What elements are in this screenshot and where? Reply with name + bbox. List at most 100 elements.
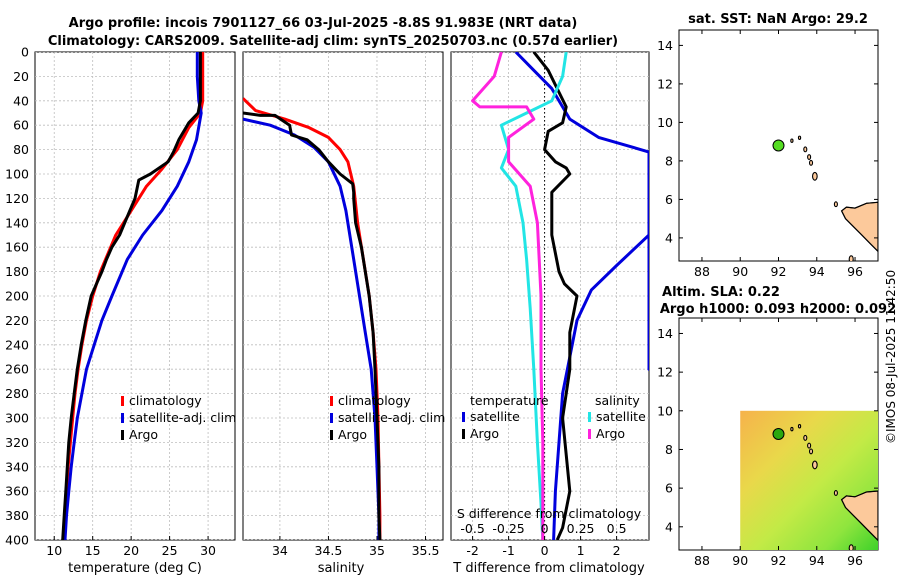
- depth-tick-label: 340: [5, 459, 29, 474]
- x-tick-label: 35: [369, 543, 385, 558]
- map-x-tick-label: 88: [694, 264, 710, 279]
- x-tick-label: 2: [613, 543, 621, 558]
- island: [803, 146, 808, 153]
- island: [808, 448, 814, 455]
- depth-tick-label: 380: [5, 508, 29, 523]
- depth-tick-label: 80: [13, 142, 29, 157]
- legend-climatology-swatch: [330, 396, 333, 406]
- depth-tick-label: 360: [5, 484, 29, 499]
- x-tick-label: -1: [502, 543, 514, 558]
- island: [790, 138, 794, 143]
- island: [797, 135, 802, 141]
- series-t-argo: [532, 52, 579, 540]
- depth-tick-label: 200: [5, 289, 29, 304]
- legend-t-argo-swatch: [462, 429, 465, 439]
- salinity-x-ticks: 34 34.5 35 35.5: [272, 536, 440, 558]
- legend-satellite-label: satellite-adj. clim: [129, 410, 236, 425]
- sst-map-title: sat. SST: NaN Argo: 29.2: [688, 12, 868, 27]
- salinity-x-label: salinity: [318, 561, 365, 576]
- legend-t-satellite-label: satellite: [470, 409, 520, 424]
- depth-axis-labels: 0 20 40 60 80 100 120 140 160 180 200 220 240 260 280 3…: [5, 45, 29, 548]
- temperature-grid: [35, 52, 235, 540]
- map-x-tick-label: 94: [809, 264, 825, 279]
- imos-timestamp: ©IMOS 08-Jul-2025 11:42:50: [884, 270, 898, 444]
- sla-field: [740, 410, 878, 550]
- sla-map-subtitle: Argo h1000: 0.093 h2000: 0.092: [660, 302, 896, 317]
- depth-tick-label: 20: [13, 69, 29, 84]
- island: [807, 154, 812, 161]
- x-tick-label: 10: [46, 543, 62, 558]
- sumatra-coast: [840, 201, 878, 253]
- salinity-grid: [243, 52, 443, 540]
- x-tick-label: 34: [272, 543, 288, 558]
- depth-tick-label: 160: [5, 240, 29, 255]
- difference-legend: temperature salinity satellite satellite…: [462, 393, 646, 441]
- map-x-tick-label: 92: [771, 264, 787, 279]
- legend-s-argo-label: Argo: [596, 426, 625, 441]
- x-tick-label: 0: [541, 543, 549, 558]
- map-x-tick-label: 96: [847, 553, 863, 568]
- depth-tick-label: 120: [5, 191, 29, 206]
- x-tick-label: 35.5: [412, 543, 440, 558]
- s-diff-tick-label: 0.25: [567, 521, 595, 536]
- difference-series: [471, 52, 649, 540]
- map-x-tick-label: 96: [847, 264, 863, 279]
- temperature-series: [61, 52, 205, 540]
- float-position-marker: [772, 428, 785, 440]
- island: [812, 171, 818, 181]
- x-tick-label: 34.5: [315, 543, 343, 558]
- depth-tick-label: 220: [5, 313, 29, 328]
- legend-argo-swatch: [121, 430, 124, 440]
- map-x-tick-label: 94: [809, 553, 825, 568]
- sla-map: [740, 410, 878, 550]
- island: [833, 201, 838, 208]
- map-x-tick-label: 88: [694, 553, 710, 568]
- island: [812, 460, 818, 470]
- legend-satellite-swatch: [330, 413, 333, 423]
- sla-map-ticks: 88 90 92 94 96 4 6 8 10 12 14: [657, 318, 878, 568]
- map-y-tick-label: 12: [657, 76, 673, 91]
- figure-title-line2: Climatology: CARS2009. Satellite-adj cli…: [48, 34, 618, 49]
- s-difference-axis-label: S difference from climatology: [457, 506, 642, 521]
- depth-tick-label: 260: [5, 362, 29, 377]
- island: [848, 255, 854, 261]
- x-tick-label: 1: [577, 543, 585, 558]
- depth-tick-label: 320: [5, 435, 29, 450]
- legend-salinity-heading: salinity: [595, 393, 640, 408]
- temperature-x-label: temperature (deg C): [68, 561, 202, 576]
- depth-tick-label: 400: [5, 533, 29, 548]
- island: [808, 159, 814, 166]
- map-y-tick-label: 10: [657, 403, 673, 418]
- depth-tick-label: 300: [5, 411, 29, 426]
- s-diff-tick-label: 0.5: [607, 521, 627, 536]
- map-y-tick-label: 14: [657, 38, 673, 53]
- difference-x-ticks: -2 -1 0 1 2: [466, 536, 621, 558]
- depth-tick-label: 180: [5, 264, 29, 279]
- map-y-tick-label: 8: [665, 442, 673, 457]
- x-tick-label: 15: [85, 543, 101, 558]
- map-y-tick-label: 6: [665, 481, 673, 496]
- island: [797, 424, 802, 429]
- s-diff-tick-label: -0.25: [492, 521, 524, 536]
- legend-t-satellite-swatch: [462, 412, 465, 422]
- difference-x-label: T difference from climatology: [452, 561, 645, 576]
- legend-argo-label: Argo: [338, 427, 367, 442]
- x-tick-label: 25: [162, 543, 178, 558]
- legend-climatology-label: climatology: [129, 393, 202, 408]
- x-tick-label: 20: [123, 543, 139, 558]
- sst-map: [772, 135, 878, 261]
- legend-climatology-label: climatology: [338, 393, 411, 408]
- x-tick-label: -2: [466, 543, 478, 558]
- sumatra-coast: [840, 490, 878, 542]
- depth-tick-label: 280: [5, 386, 29, 401]
- map-x-tick-label: 92: [771, 553, 787, 568]
- legend-s-satellite-swatch: [588, 412, 591, 422]
- series-s-satellite: [499, 52, 568, 540]
- map-x-tick-label: 90: [732, 264, 748, 279]
- legend-s-satellite-label: satellite: [596, 409, 646, 424]
- legend-climatology-swatch: [121, 396, 124, 406]
- map-y-tick-label: 4: [665, 519, 673, 534]
- depth-tick-label: 100: [5, 167, 29, 182]
- series-argo: [243, 111, 382, 540]
